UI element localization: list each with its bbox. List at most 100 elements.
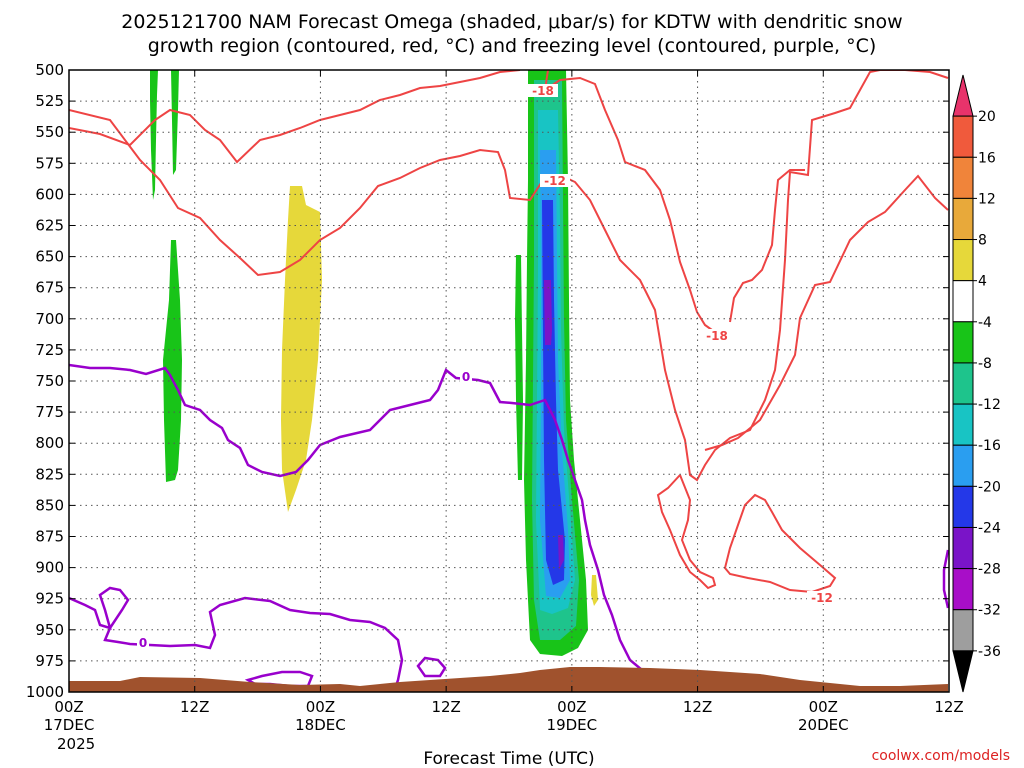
colorbar-label: -20 xyxy=(978,479,1001,495)
dgz-contour-inner-2 xyxy=(729,169,805,323)
y-tick-label: 750 xyxy=(35,372,64,390)
colorbar-label: -24 xyxy=(978,520,1001,536)
colorbar-label: 4 xyxy=(978,274,987,290)
y-tick-label: 700 xyxy=(35,310,64,328)
omega-shade-yellow-2 xyxy=(591,575,598,606)
purple-contour-label: 0 xyxy=(139,636,147,650)
omega-shade-green-5 xyxy=(515,255,523,480)
red-contour-label: -12 xyxy=(544,174,566,188)
dgz-contour-inner-1 xyxy=(543,70,713,331)
colorbar-label: -4 xyxy=(978,315,992,331)
contour-label-bg xyxy=(137,636,149,648)
y-tick-label: 500 xyxy=(35,61,64,79)
grid-lines xyxy=(69,70,949,692)
omega-shade-yellow-1 xyxy=(281,186,322,512)
y-tick-label: 875 xyxy=(35,528,64,546)
contour-label-bg xyxy=(702,329,732,342)
omega-shade-green-3 xyxy=(163,240,182,482)
contour-label-bg xyxy=(460,370,472,382)
y-tick-label: 525 xyxy=(35,92,64,110)
y-tick-label: 950 xyxy=(35,621,64,639)
colorbar-swatch xyxy=(952,280,974,323)
contour-label-bg xyxy=(807,591,837,604)
y-tick-label: 850 xyxy=(35,496,64,514)
chart-title-line2: growth region (contoured, red, °C) and f… xyxy=(148,35,877,57)
x-tick-label: 12Z xyxy=(683,698,712,716)
colorbar-swatch xyxy=(952,403,974,446)
freezing-level-contour-4 xyxy=(416,656,447,678)
y-tick-label: 675 xyxy=(35,279,64,297)
y-tick-label: 825 xyxy=(35,465,64,483)
x-tick-label: 00Z xyxy=(809,698,838,716)
y-tick-label: 800 xyxy=(35,434,64,452)
omega-shade-green-2 xyxy=(171,70,179,175)
colorbar-swatch xyxy=(952,239,974,282)
chart-title-line1: 2025121700 NAM Forecast Omega (shaded, μ… xyxy=(121,11,902,33)
omega-shade-purple-1 xyxy=(544,280,552,345)
colorbar-swatch xyxy=(952,115,974,158)
contour-labels: -18 -12 -18 -12 0 0 xyxy=(137,84,837,650)
y-tick-label: 550 xyxy=(35,123,64,141)
purple-contour-label: 0 xyxy=(462,370,470,384)
dgz-contour-upper-1 xyxy=(69,70,521,164)
dgz-contour-right-1 xyxy=(880,70,949,79)
colorbar-swatch xyxy=(952,156,974,199)
y-tick-label: 575 xyxy=(35,154,64,172)
red-contour-label: -12 xyxy=(811,591,833,605)
x-tick-date-label: 19DEC xyxy=(547,716,598,734)
colorbar-swatch xyxy=(952,362,974,405)
colorbar-label: -32 xyxy=(978,603,1001,619)
freezing-level-contour-2 xyxy=(69,586,404,692)
x-tick-label: 12Z xyxy=(934,698,963,716)
dgz-contour-lower-2 xyxy=(723,493,837,594)
y-tick-label: 975 xyxy=(35,652,64,670)
terrain-fill xyxy=(69,667,948,692)
colorbar-label: 12 xyxy=(978,191,996,207)
colorbar-swatch xyxy=(952,650,974,693)
colorbar-swatch xyxy=(952,444,974,487)
omega-shade-green-1 xyxy=(150,70,158,200)
red-contour-label: -18 xyxy=(532,84,554,98)
y-tick-label: 600 xyxy=(35,185,64,203)
x-tick-label: 12Z xyxy=(431,698,460,716)
y-tick-label: 900 xyxy=(35,559,64,577)
x-tick-date-label: 20DEC xyxy=(798,716,849,734)
omega-shade-purple-2 xyxy=(558,535,564,570)
y-axis: 500 525 550 575 600 625 650 675 700 725 750 775 800 8… xyxy=(26,61,949,701)
x-tick-date-label: 18DEC xyxy=(295,716,346,734)
colorbar-label: 20 xyxy=(978,109,996,125)
x-tick-label: 12Z xyxy=(180,698,209,716)
colorbar-swatch xyxy=(952,321,974,364)
colorbar-swatch xyxy=(952,609,974,652)
colorbar-swatch xyxy=(952,74,974,117)
y-tick-label: 1000 xyxy=(26,683,64,701)
dgz-contour-lower-1 xyxy=(656,474,717,590)
colorbar-swatch xyxy=(952,485,974,528)
x-axis-title: Forecast Time (UTC) xyxy=(423,749,594,768)
colorbar-label: -12 xyxy=(978,397,1001,413)
freezing-level-contour-1 xyxy=(69,363,661,674)
y-tick-label: 650 xyxy=(35,248,64,266)
colorbar-label: -28 xyxy=(978,562,1001,578)
colorbar-label: -36 xyxy=(978,644,1001,660)
red-contour-label: -18 xyxy=(706,329,728,343)
colorbar-label: -8 xyxy=(978,356,992,372)
x-tick-label: 00Z xyxy=(306,698,335,716)
dgz-contour-upper-2 xyxy=(69,70,881,482)
credit-text: coolwx.com/models xyxy=(872,748,1010,764)
contour-label-bg xyxy=(540,174,570,187)
x-tick-label: 00Z xyxy=(54,698,83,716)
freezing-level-contour-5 xyxy=(942,549,949,609)
y-tick-label: 625 xyxy=(35,217,64,235)
y-tick-label: 925 xyxy=(35,590,64,608)
contour-label-bg xyxy=(528,84,558,97)
colorbar-label: 8 xyxy=(978,233,987,249)
x-tick-date-label: 17DEC xyxy=(44,716,95,734)
colorbar-swatch xyxy=(952,197,974,241)
dgz-contour-right-2 xyxy=(704,174,949,451)
x-tick-label: 00Z xyxy=(557,698,586,716)
x-tick-year-label: 2025 xyxy=(57,735,95,753)
y-tick-label: 775 xyxy=(35,403,64,421)
